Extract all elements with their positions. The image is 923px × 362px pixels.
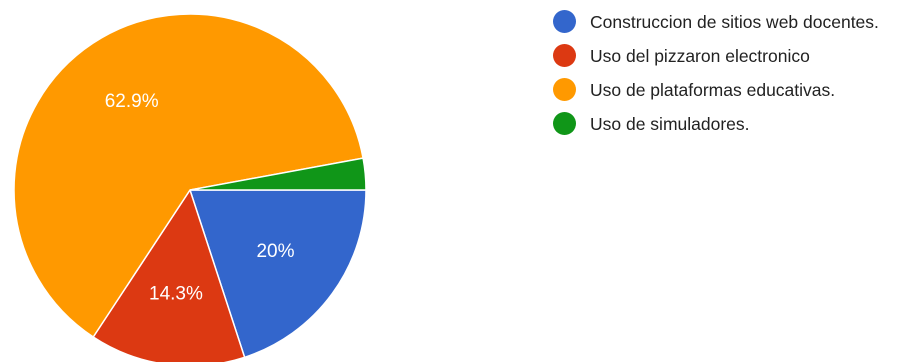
pie-slice: [189, 157, 367, 191]
legend-label: Uso de simuladores.: [590, 114, 750, 134]
pie-slice: [92, 188, 246, 362]
pie-slice: [13, 13, 364, 339]
legend-swatch-icon: [553, 78, 576, 101]
legend-item: Uso de plataformas educativas.: [553, 76, 919, 104]
legend-label: Uso del pizzaron electronico: [590, 46, 810, 66]
legend-item: Uso del pizzaron electronico: [553, 42, 919, 70]
legend-swatch-icon: [553, 112, 576, 135]
legend-label: Uso de plataformas educativas.: [590, 80, 836, 100]
legend-item: Uso de simuladores.: [553, 110, 919, 138]
slice-percent-label: 20%: [256, 241, 294, 262]
pie-plot: 20% 14.3% 62.9%: [13, 13, 367, 362]
legend-item: Construccion de sitios web docentes.: [553, 8, 919, 36]
slice-percent-label: 14.3%: [149, 284, 203, 305]
pie-slice: [188, 189, 367, 359]
legend-label: Construccion de sitios web docentes.: [590, 12, 879, 32]
slice-percent-label: 62.9%: [105, 91, 159, 112]
legend-swatch-icon: [553, 44, 576, 67]
legend: Construccion de sitios web docentes. Uso…: [553, 8, 919, 144]
legend-swatch-icon: [553, 10, 576, 33]
